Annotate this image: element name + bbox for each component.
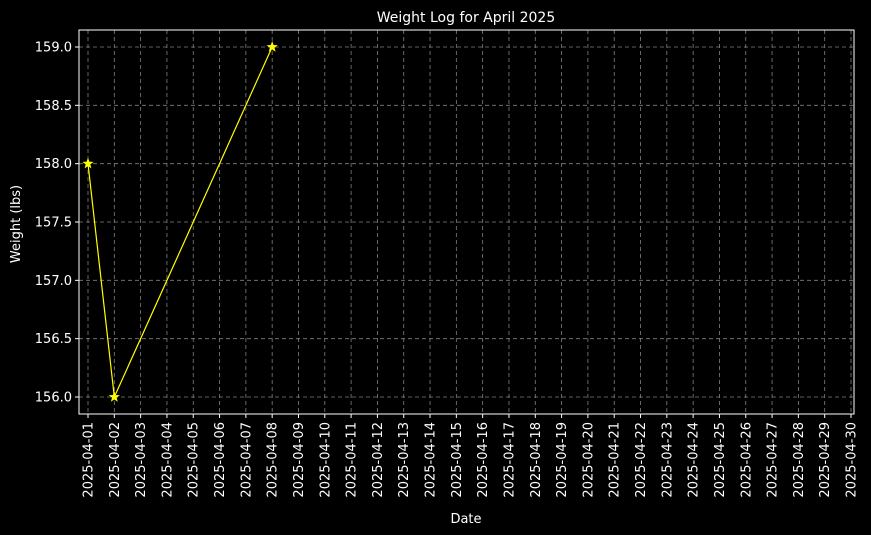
x-tick-label: 2025-04-29 [818,422,833,498]
x-tick-label: 2025-04-17 [502,422,517,498]
data-point-marker [266,41,278,52]
x-tick-label: 2025-04-30 [845,422,860,498]
data-point-marker [82,157,94,169]
x-tick-label: 2025-04-02 [108,422,123,498]
series-layer [82,41,278,402]
x-tick-label: 2025-04-15 [450,422,465,498]
x-tick-label: 2025-04-22 [634,422,649,498]
x-tick-label: 2025-04-26 [739,422,754,498]
x-tick-label: 2025-04-01 [82,422,97,498]
x-tick-label: 2025-04-09 [292,422,307,498]
x-tick-label: 2025-04-04 [160,422,175,498]
y-tick-label: 156.5 [35,332,72,347]
x-tick-label: 2025-04-08 [266,422,281,498]
x-tick-label: 2025-04-10 [318,422,333,498]
y-tick-label: 157.0 [35,274,72,289]
y-tick-label: 156.0 [35,391,72,406]
x-tick-label: 2025-04-12 [371,422,386,498]
x-tick-label: 2025-04-13 [397,422,412,498]
y-tick-label: 159.0 [35,41,72,56]
x-tick-label: 2025-04-07 [239,422,254,498]
x-axis-ticks: 2025-04-01 2025-04-02 2025-04-03 2025-04-04… [82,414,860,498]
x-tick-label: 2025-04-11 [345,422,360,498]
data-point-marker [108,391,120,402]
x-tick-label: 2025-04-16 [476,422,491,498]
x-tick-label: 2025-04-18 [529,422,544,498]
chart-title: Weight Log for April 2025 [377,10,555,26]
x-tick-label: 2025-04-25 [713,422,728,498]
y-tick-label: 158.5 [35,99,72,114]
x-tick-label: 2025-04-05 [187,422,202,498]
x-tick-label: 2025-04-03 [134,422,149,498]
y-axis-ticks: 156.0 156.5 157.0 157.5 158.0 158.5 159.0 [35,41,79,406]
x-axis-label: Date [450,512,481,527]
x-tick-label: 2025-04-28 [792,422,807,498]
x-tick-label: 2025-04-21 [608,422,623,498]
y-tick-label: 158.0 [35,157,72,172]
x-tick-label: 2025-04-23 [660,422,675,498]
x-tick-label: 2025-04-06 [213,422,228,498]
y-axis-label: Weight (lbs) [9,185,24,263]
x-tick-label: 2025-04-27 [766,422,781,498]
y-tick-label: 157.5 [35,216,72,231]
x-tick-label: 2025-04-20 [581,422,596,498]
x-tick-label: 2025-04-14 [424,422,439,498]
x-tick-label: 2025-04-24 [687,422,702,498]
x-tick-label: 2025-04-19 [555,422,570,498]
grid [79,30,854,414]
